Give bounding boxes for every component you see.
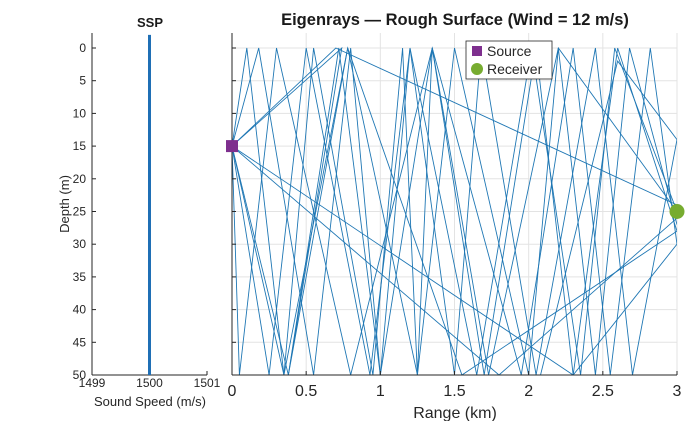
eigenray-path [232, 145, 677, 375]
ssp-y-tick-label: 50 [73, 368, 87, 382]
eigenray-path [232, 47, 677, 375]
eigenray-x-tick-label: 3 [673, 383, 682, 400]
ssp-y-tick-label: 30 [73, 237, 87, 251]
receiver-marker [669, 204, 685, 219]
eigenray-xlabel: Range (km) [413, 405, 497, 421]
legend: Source Receiver [465, 40, 553, 80]
eigenray-path [232, 47, 677, 375]
eigenray-path [232, 47, 677, 375]
legend-source-label: Source [487, 43, 532, 59]
eigenray-x-tick-label: 2.5 [592, 383, 614, 400]
eigenray-path [232, 46, 677, 375]
eigenray-path [232, 47, 677, 375]
eigenray-title: Eigenrays — Rough Surface (Wind = 12 m/s… [281, 11, 629, 29]
ssp-ylabel: Depth (m) [57, 175, 72, 233]
eigenray-path [232, 46, 677, 375]
ssp-y-tick-label: 10 [73, 106, 87, 120]
ssp-y-tick-label: 35 [73, 270, 87, 284]
eigenray-x-tick-label: 1 [376, 383, 385, 400]
ssp-y-tick-label: 20 [73, 172, 87, 186]
ssp-y-tick-label: 25 [73, 205, 87, 219]
ssp-x-tick-label: 1499 [79, 376, 106, 390]
legend-receiver-label: Receiver [487, 61, 543, 77]
eigenray-panel: 0 0.5 1 1.5 2 2.5 3 Eigenrays — Rough Surface … [226, 11, 685, 421]
ssp-x-tick-label: 1501 [194, 376, 221, 390]
legend-receiver-marker [471, 63, 483, 75]
ssp-y-tick-label: 15 [73, 139, 87, 153]
ssp-y-tick-label: 0 [79, 41, 86, 55]
ssp-x-tick-label: 1500 [136, 376, 163, 390]
ssp-y-tick-label: 45 [73, 335, 87, 349]
eigenray-path [540, 60, 677, 375]
ssp-title: SSP [137, 15, 163, 30]
ssp-y-tick-label: 5 [79, 74, 86, 88]
eigenray-path [232, 47, 677, 206]
ssp-y-tick-label: 40 [73, 303, 87, 317]
eigenray-x-tick-label: 1.5 [443, 383, 465, 400]
legend-source-marker [472, 46, 482, 56]
eigenray-x-tick-label: 0.5 [295, 383, 317, 400]
eigenray-path [232, 46, 677, 375]
source-marker [226, 140, 238, 153]
eigenray-x-tick-label: 0 [228, 383, 237, 400]
ssp-xlabel: Sound Speed (m/s) [94, 394, 206, 409]
eigenray-x-tick-label: 2 [524, 383, 533, 400]
